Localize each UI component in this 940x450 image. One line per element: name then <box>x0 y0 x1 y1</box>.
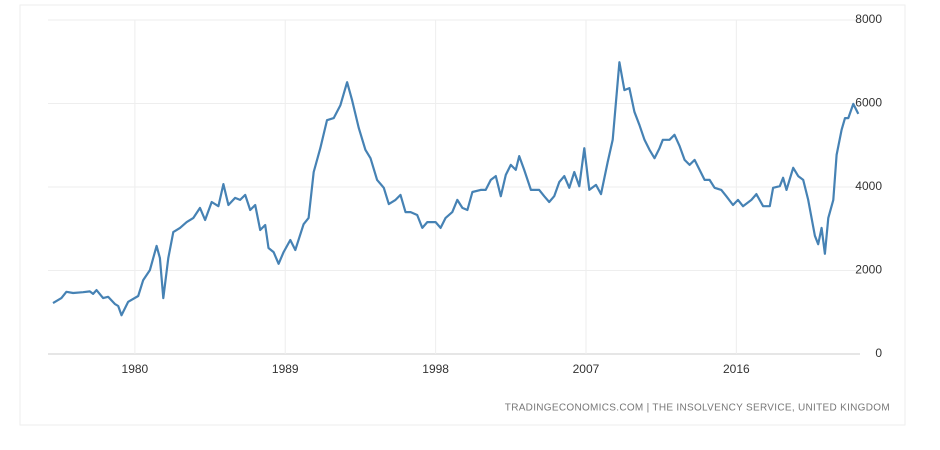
y-tick-label: 6000 <box>855 96 882 110</box>
x-tick-label: 1989 <box>272 362 299 376</box>
y-tick-label: 2000 <box>855 263 882 277</box>
y-tick-label: 4000 <box>855 179 882 193</box>
y-tick-label: 8000 <box>855 12 882 26</box>
y-tick-label: 0 <box>875 346 882 360</box>
chart-frame <box>19 4 906 426</box>
x-tick-label: 2007 <box>573 362 600 376</box>
x-tick-label: 1998 <box>422 362 449 376</box>
x-tick-label: 1980 <box>122 362 149 376</box>
line <box>52 61 860 317</box>
x-tick-label: 2016 <box>723 362 750 376</box>
source: TRADINGECONOMICS.COM | THE INSOLVENCY SE… <box>505 403 890 414</box>
